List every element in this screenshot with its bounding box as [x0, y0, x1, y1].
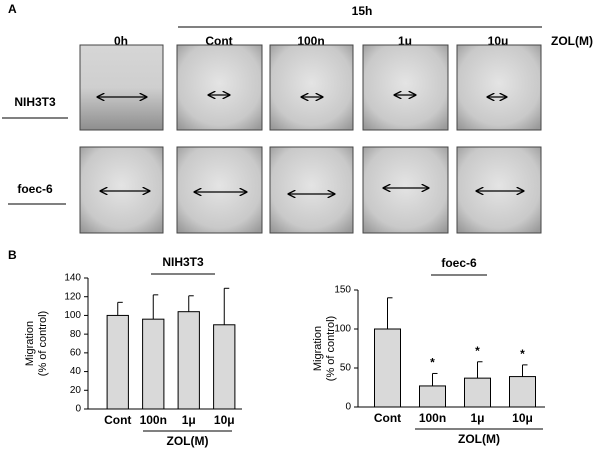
- x-tick-label: 100n: [419, 411, 446, 425]
- y-tick-label: 60: [70, 347, 82, 358]
- y-tick-label: 0: [75, 404, 81, 415]
- y-tick-label: 150: [334, 285, 351, 296]
- micrograph: [362, 44, 449, 131]
- y-tick-label: 140: [64, 273, 81, 284]
- bar: [106, 314, 129, 410]
- micrograph: [269, 44, 354, 131]
- x-axis-label: ZOL(M): [167, 434, 209, 448]
- x-tick-label: Cont: [374, 411, 401, 425]
- bar: [419, 385, 446, 408]
- x-tick-label: 10μ: [214, 413, 235, 427]
- y-axis-label: Migration: [312, 326, 324, 371]
- x-tick-label: Cont: [104, 413, 131, 427]
- panel-label: B: [8, 248, 17, 262]
- y-tick-label: 0: [345, 402, 351, 413]
- significance-marker: *: [430, 356, 435, 370]
- micrograph: [79, 146, 164, 234]
- micrograph: [79, 44, 164, 131]
- bar: [213, 324, 236, 410]
- micrograph: [362, 146, 449, 234]
- bar: [509, 376, 536, 408]
- bar: [464, 377, 491, 408]
- y-axis-label: (% of control): [37, 311, 49, 376]
- micrograph: [269, 146, 354, 234]
- chart-title: NIH3T3: [162, 255, 204, 269]
- panel-label: A: [8, 2, 17, 16]
- significance-marker: *: [520, 347, 525, 361]
- y-tick-label: 120: [64, 291, 81, 302]
- unit-label: ZOL(M): [551, 34, 593, 48]
- chart-title: foec-6: [441, 256, 477, 270]
- significance-marker: *: [475, 344, 480, 358]
- y-axis-label: (% of control): [325, 316, 337, 381]
- y-tick-label: 100: [64, 310, 81, 321]
- micrograph: [176, 146, 263, 234]
- row-label: foec-6: [17, 182, 53, 196]
- y-tick-label: 40: [70, 366, 82, 377]
- micrograph: [176, 44, 263, 131]
- micrographs: [79, 44, 542, 234]
- y-tick-label: 80: [70, 329, 82, 340]
- bar: [374, 328, 401, 408]
- bar: [142, 318, 165, 410]
- row-label: NIH3T3: [14, 95, 56, 109]
- micrograph: [456, 44, 542, 131]
- x-tick-label: 1μ: [470, 411, 484, 425]
- y-tick-label: 20: [70, 385, 82, 396]
- y-tick-label: 100: [334, 324, 351, 335]
- y-axis-label: Migration: [24, 321, 36, 366]
- y-tick-label: 50: [340, 363, 352, 374]
- x-axis-label: ZOL(M): [458, 432, 500, 446]
- bar: [177, 311, 200, 410]
- x-tick-label: 100n: [140, 413, 167, 427]
- micrograph: [456, 146, 542, 234]
- time-label: 15h: [352, 4, 373, 18]
- x-tick-label: 1μ: [182, 413, 196, 427]
- x-tick-label: 10μ: [512, 411, 533, 425]
